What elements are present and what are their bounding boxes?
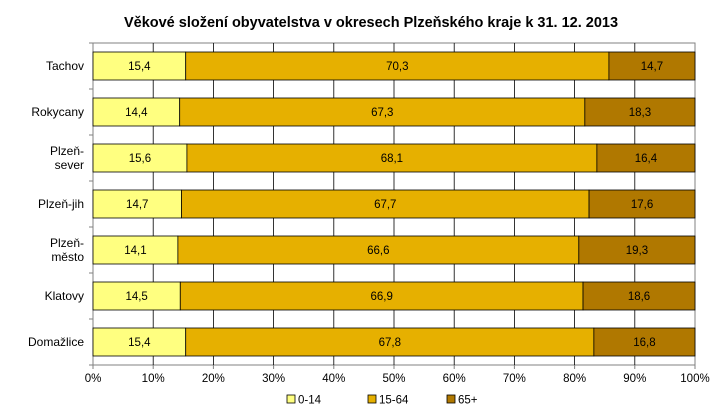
bar-segment: [578, 235, 696, 265]
data-label: 15,4: [128, 337, 151, 349]
x-tick-label: 70%: [503, 373, 526, 385]
data-label: 66,9: [370, 291, 392, 303]
bar-segment: [584, 97, 696, 127]
x-tick-label: 50%: [382, 373, 405, 385]
data-label: 14,5: [125, 291, 147, 303]
legend-swatch: [286, 394, 296, 404]
bar-segment: [608, 51, 696, 81]
x-tick-label: 100%: [680, 373, 709, 385]
x-tick-label: 80%: [563, 373, 586, 385]
category-label: Rokycany: [31, 105, 84, 119]
bar-segment: [588, 189, 696, 219]
bar-segment: [186, 143, 598, 173]
data-label: 14,1: [124, 245, 146, 257]
bar-segment: [92, 327, 187, 357]
category-label: Domažlice: [28, 335, 84, 349]
legend-swatch: [367, 394, 377, 404]
data-label: 15,4: [128, 61, 151, 73]
x-tick-label: 10%: [142, 373, 165, 385]
data-label: 14,7: [126, 199, 148, 211]
chart-title: Věkové složení obyvatelstva v okresech P…: [124, 15, 618, 31]
category-label: Klatovy: [45, 289, 84, 303]
bar-segment: [582, 281, 696, 311]
bar-segment: [596, 143, 696, 173]
bar-segment: [92, 97, 181, 127]
category-label: Plzeň-: [50, 144, 84, 158]
bar-segment: [92, 189, 182, 219]
bar-segment: [92, 281, 181, 311]
data-label: 19,3: [626, 245, 648, 257]
legend-label: 15-64: [379, 395, 409, 407]
category-label: Plzeň-: [50, 236, 84, 250]
data-label: 14,7: [641, 61, 663, 73]
data-label: 67,7: [374, 199, 396, 211]
data-label: 16,8: [633, 337, 655, 349]
data-label: 17,6: [631, 199, 653, 211]
data-label: 68,1: [381, 153, 403, 165]
bar-segment: [92, 235, 179, 265]
bar-segment: [593, 327, 696, 357]
legend: 0-14 15-64 65+: [286, 394, 478, 407]
data-label: 67,8: [379, 337, 401, 349]
plot-area: 0% 10% 20% 30% 40% 50% 60% 70% 80% 90% 100% Tachov 1…: [28, 42, 710, 385]
legend-swatch: [446, 394, 456, 404]
bar-segment: [92, 143, 188, 173]
x-tick-label: 40%: [322, 373, 345, 385]
category-label: Tachov: [46, 59, 84, 73]
bar-segment: [181, 189, 590, 219]
bar-segment: [177, 235, 580, 265]
data-label: 16,4: [635, 153, 658, 165]
x-tick-label: 90%: [623, 373, 646, 385]
category-label: město: [51, 250, 84, 264]
data-label: 66,6: [367, 245, 389, 257]
x-tick-label: 60%: [443, 373, 466, 385]
bar-segment: [179, 97, 586, 127]
category-label: sever: [55, 158, 84, 172]
data-label: 67,3: [371, 107, 393, 119]
x-tick-label: 0%: [85, 373, 102, 385]
x-tick-label: 30%: [262, 373, 285, 385]
bar-segment: [185, 327, 595, 357]
legend-label: 65+: [458, 395, 478, 407]
category-label: Plzeň-jih: [38, 197, 84, 211]
data-label: 70,3: [386, 61, 408, 73]
x-tick-label: 20%: [202, 373, 225, 385]
data-label: 18,6: [628, 291, 650, 303]
data-label: 18,3: [629, 107, 651, 119]
legend-label: 0-14: [298, 395, 322, 407]
data-label: 15,6: [129, 153, 151, 165]
data-label: 14,4: [125, 107, 148, 119]
bar-segment: [185, 51, 610, 81]
